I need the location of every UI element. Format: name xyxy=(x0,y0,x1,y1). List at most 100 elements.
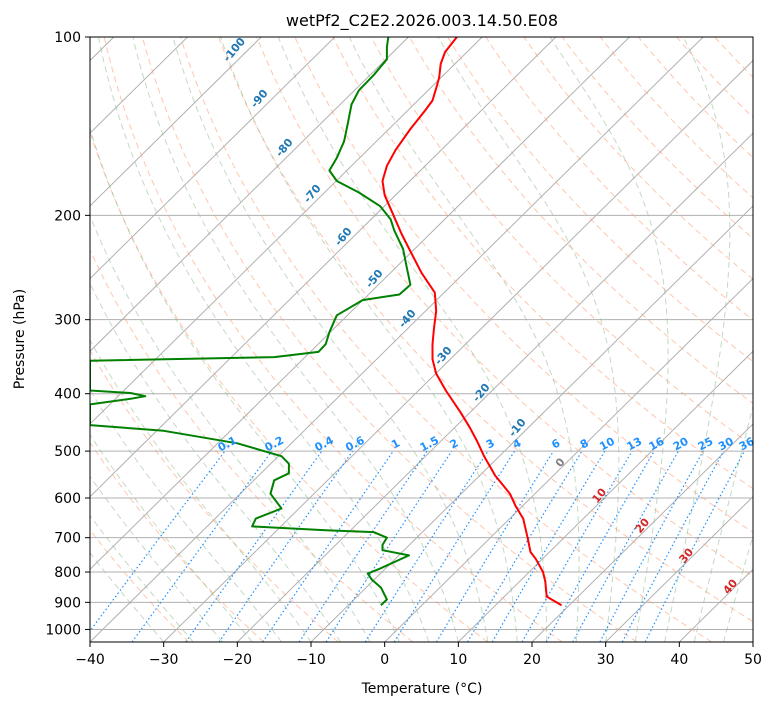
moist-adiabat-label: 20 xyxy=(632,515,652,535)
mixing-ratio-line xyxy=(644,450,745,642)
x-tick-label: 20 xyxy=(523,652,541,668)
dry-adiabat-line xyxy=(638,37,753,159)
dry-adiabat-label: -10 xyxy=(506,416,529,440)
mixing-ratio-label: 16 xyxy=(647,435,667,454)
moist-adiabat-line xyxy=(348,37,580,642)
dry-adiabat-line xyxy=(332,37,753,490)
dry-adiabat-line xyxy=(561,37,753,240)
isotherm-line xyxy=(90,37,188,134)
isotherm-line xyxy=(531,423,753,642)
y-tick-label: 500 xyxy=(54,444,81,460)
mixing-ratio-label: 4 xyxy=(511,436,524,451)
isotherm-line xyxy=(90,37,630,570)
moist-adiabat-line xyxy=(90,339,312,642)
isotherm-line xyxy=(605,495,753,642)
mixing-ratio-line xyxy=(90,450,226,632)
isotherm-line xyxy=(457,350,753,642)
mixing-ratio-line xyxy=(131,450,273,642)
dry-adiabat-label: -60 xyxy=(332,225,355,249)
dry-adiabat-label: -40 xyxy=(396,307,419,331)
mixing-ratio-line xyxy=(218,450,354,642)
mixing-ratio-line xyxy=(599,450,704,642)
moist-adiabat-label: 30 xyxy=(676,545,696,565)
moist-adiabat-line xyxy=(90,552,165,642)
dry-adiabat-label: -90 xyxy=(248,87,271,111)
isotherm-line xyxy=(384,277,753,642)
chart-title: wetPf2_C2E2.2026.003.14.50.E08 xyxy=(286,11,558,31)
isotherm-line xyxy=(236,132,753,642)
moist-adiabat-line xyxy=(90,214,371,642)
dewpoint-profile-line xyxy=(90,37,412,606)
mixing-ratio-line xyxy=(572,450,679,642)
isotherm-line xyxy=(90,37,262,207)
mixing-ratio-label: 30 xyxy=(716,435,736,454)
dry-adiabat-line xyxy=(141,37,638,642)
mixing-ratio-line xyxy=(393,450,516,642)
moist-adiabat-line xyxy=(693,403,753,642)
dry-adiabat-label: -100 xyxy=(220,35,248,65)
dry-adiabat-line xyxy=(218,37,753,623)
dry-adiabat-label: -80 xyxy=(273,136,296,160)
dry-adiabat-line xyxy=(294,37,753,533)
isotherm-line xyxy=(163,59,753,642)
dry-adiabat-line xyxy=(370,37,753,447)
moist-adiabat-line xyxy=(220,37,518,642)
plot-labels: 0.1 0.2 0.4 0.6 1 1.5 2 3 4 6 8 10 13 16 20 25 30 36-100-… xyxy=(216,35,757,597)
dry-adiabat-line xyxy=(90,130,488,642)
y-tick-label: 900 xyxy=(54,595,81,611)
isotherm-line xyxy=(90,37,704,642)
mixing-ratio-line xyxy=(364,450,489,642)
moist-adiabat-line xyxy=(172,37,489,642)
mixing-ratio-line xyxy=(466,450,583,642)
dry-adiabat-line xyxy=(90,441,264,642)
moist-adiabat-label: 10 xyxy=(589,485,609,505)
mixing-ratio-line xyxy=(262,450,394,642)
isotherm-line xyxy=(90,37,409,352)
mixing-ratio-label: 13 xyxy=(625,435,645,454)
moist-adiabat-line xyxy=(723,533,753,642)
y-axis-label: Pressure (hPa) xyxy=(12,289,28,389)
x-axis-label: Temperature (°C) xyxy=(361,681,483,697)
mixing-ratio-label: 2 xyxy=(448,436,461,451)
mixing-ratio-label: 36 xyxy=(737,435,757,454)
moist-adiabat-line xyxy=(664,37,731,642)
mixing-ratio-label: 1 xyxy=(389,436,402,451)
dry-adiabat-label: -20 xyxy=(470,381,493,405)
mixing-ratio-label: 25 xyxy=(696,435,716,454)
isotherm-line xyxy=(90,37,336,280)
moist-adiabat-line xyxy=(90,433,253,642)
moist-adiabat-line xyxy=(549,37,669,642)
y-tick-label: 700 xyxy=(54,531,81,547)
moist-adiabat-line xyxy=(90,514,194,642)
plot-frame xyxy=(89,36,754,643)
isotherm-line xyxy=(310,205,753,642)
moist-adiabat-line xyxy=(132,37,459,642)
x-tick-label: −30 xyxy=(149,652,179,668)
moist-adiabat-line xyxy=(90,282,341,642)
y-tick-label: 200 xyxy=(54,208,81,224)
plot-series xyxy=(90,37,563,607)
x-tick-label: 50 xyxy=(744,652,762,668)
dry-adiabat-label: -50 xyxy=(363,267,386,291)
mixing-ratio-line xyxy=(435,450,555,642)
isotherm-line xyxy=(90,37,483,425)
moist-adiabat-label: 0 xyxy=(553,455,568,469)
dry-adiabat-line xyxy=(714,37,753,79)
dry-adiabat-line xyxy=(485,37,753,321)
y-tick-label: 600 xyxy=(54,491,81,507)
moist-adiabat-label: 40 xyxy=(720,576,740,596)
dry-adiabat-line xyxy=(180,37,712,642)
x-tick-label: 0 xyxy=(380,652,389,668)
mixing-ratio-line xyxy=(545,450,655,642)
mixing-ratio-label: 6 xyxy=(549,436,562,451)
x-tick-label: 10 xyxy=(449,652,467,668)
x-tick-label: −20 xyxy=(223,652,253,668)
x-tick-label: −10 xyxy=(296,652,326,668)
mixing-ratio-label: 10 xyxy=(597,435,617,454)
dry-adiabat-line xyxy=(90,248,414,642)
dry-adiabat-line xyxy=(90,529,190,642)
moist-adiabat-line xyxy=(437,37,620,642)
dry-adiabat-line xyxy=(90,349,339,642)
isotherm-line xyxy=(90,37,557,498)
